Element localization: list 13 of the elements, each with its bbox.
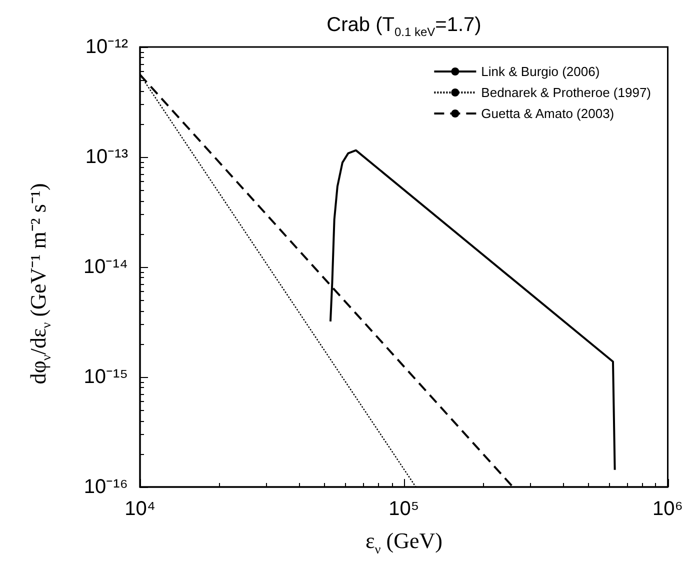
legend-label: Bednarek & Protheroe (1997): [481, 85, 652, 100]
legend-label: Link & Burgio (2006): [481, 64, 600, 79]
y-tick-label: 10⁻¹³: [85, 146, 128, 168]
y-tick-label: 10⁻¹⁵: [84, 366, 128, 388]
legend-label: Guetta & Amato (2003): [481, 106, 614, 121]
chart-title: Crab (T$_{0.1 keV}$=1.7): [326, 14, 482, 39]
y-tick-label: 10⁻¹²: [85, 36, 128, 58]
x-axis-title: ε$_{ν}$ (GeV): [364, 528, 444, 558]
y-tick-label: 10⁻¹⁴: [84, 256, 128, 278]
x-tick-label: 10⁶: [652, 498, 684, 520]
y-tick-label: 10⁻¹⁶: [84, 476, 128, 498]
x-tick-label: 10⁵: [388, 498, 420, 520]
x-tick-label: 10⁴: [124, 498, 156, 520]
